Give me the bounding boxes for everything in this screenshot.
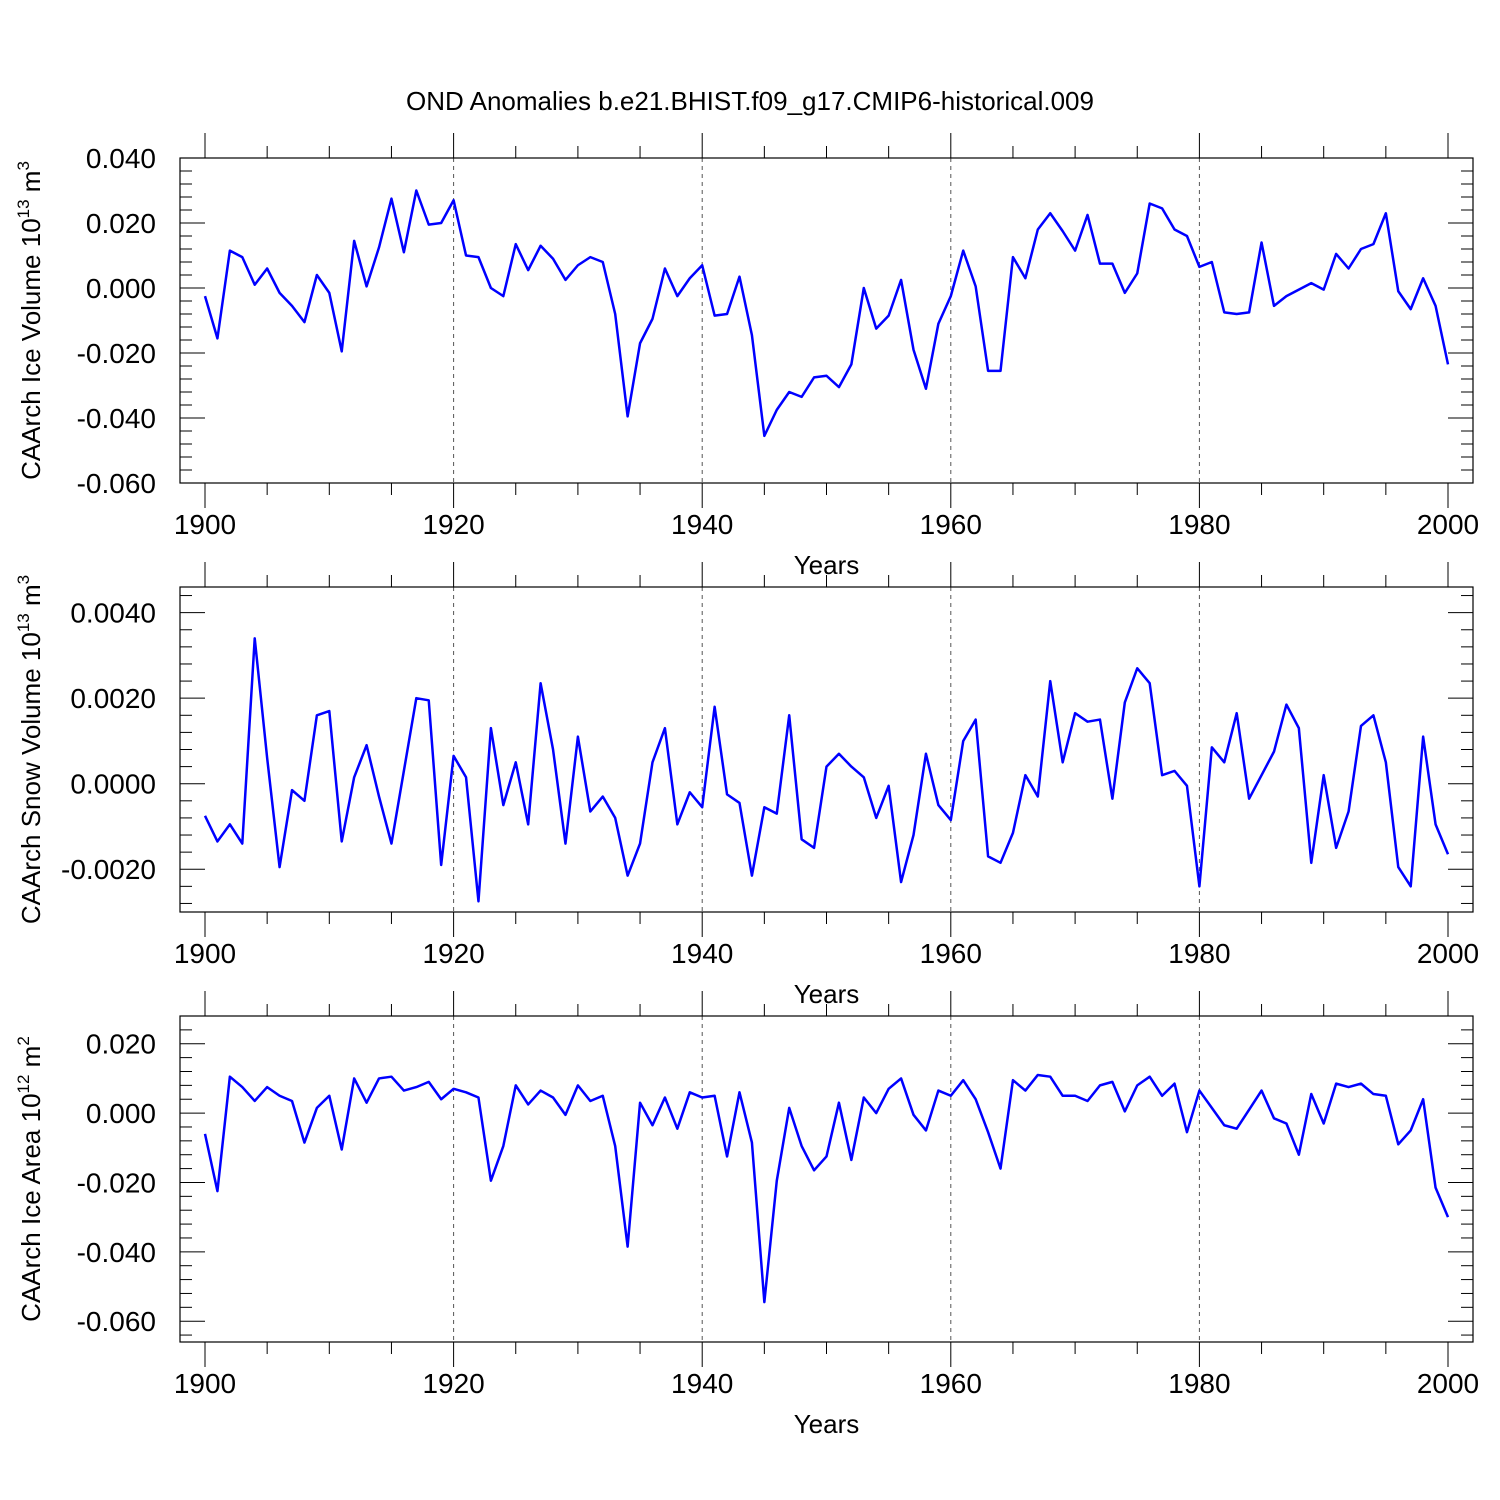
x-tick-label: 1960 [920,938,982,969]
x-tick-label: 1980 [1168,509,1230,540]
y-tick-label: -0.020 [77,338,156,369]
y-axis-label-exponent: 13 [14,199,33,218]
y-axis-label-text: CAArch Snow Volume 10 [16,632,46,924]
y-tick-label: -0.0020 [61,854,156,885]
x-tick-label: 1960 [920,509,982,540]
y-tick-label: 0.0020 [70,683,156,714]
x-tick-label: 1980 [1168,938,1230,969]
x-tick-label: 2000 [1417,938,1479,969]
y-axis-label-unit-exponent: 2 [14,1036,33,1045]
series-line [203,189,1450,438]
x-tick-label: 1900 [174,509,236,540]
y-axis-label-unit: m [16,171,46,200]
y-tick-label: 0.0000 [70,769,156,800]
y-axis-label: CAArch Ice Volume 1013 m3 [14,161,46,480]
x-tick-label: 1900 [174,938,236,969]
y-tick-label: -0.040 [77,1237,156,1268]
y-axis-label-unit-exponent: 3 [14,161,33,170]
chart-panel-3: -0.060 -0.040 -0.020 0.000 0.020 1900 1920 1940… [14,991,1479,1439]
x-tick-label: 1960 [920,1368,982,1399]
y-tick-label: -0.020 [77,1167,156,1198]
panels-group: -0.060 -0.040 -0.020 0.000 0.020 0.040 1900 192… [14,133,1479,1439]
x-tick-label: 1940 [671,1368,733,1399]
y-tick-label: -0.040 [77,403,156,434]
plot-frame [179,1015,1474,1343]
y-tick-label: -0.060 [77,1306,156,1337]
chart-panel-2: -0.0020 0.0000 0.0020 0.0040 1900 1920 1940 196… [14,562,1479,1009]
x-axis-label: Years [794,1409,860,1439]
y-axis-label-text: CAArch Ice Area 10 [16,1093,46,1321]
series-line [203,637,1450,903]
y-tick-label: 0.000 [86,1098,156,1129]
y-tick-label: 0.040 [86,143,156,174]
y-axis-label-unit-exponent: 3 [14,575,33,584]
chart-title: OND Anomalies b.e21.BHIST.f09_g17.CMIP6-… [406,86,1094,116]
x-tick-label: 1920 [422,1368,484,1399]
x-tick-label: 2000 [1417,1368,1479,1399]
y-axis-label-unit: m [16,584,46,613]
x-tick-label: 1920 [422,938,484,969]
y-axis-label-exponent: 13 [14,613,33,632]
y-axis-label-unit: m [16,1046,46,1075]
y-axis-label: CAArch Ice Area 1012 m2 [14,1036,46,1322]
y-tick-label: 0.000 [86,273,156,304]
x-tick-label: 1920 [422,509,484,540]
y-tick-label: 0.020 [86,1029,156,1060]
x-tick-label: 1980 [1168,1368,1230,1399]
x-tick-label: 1900 [174,1368,236,1399]
y-tick-label: -0.060 [77,468,156,499]
plot-frame [179,586,1474,913]
x-tick-label: 2000 [1417,509,1479,540]
x-tick-label: 1940 [671,938,733,969]
chart-panel-1: -0.060 -0.040 -0.020 0.000 0.020 0.040 1900 192… [14,133,1479,580]
y-axis-label: CAArch Snow Volume 1013 m3 [14,575,46,924]
y-tick-label: 0.0040 [70,598,156,629]
series-line [203,1073,1450,1304]
plot-frame [179,157,1474,484]
y-axis-label-text: CAArch Ice Volume 10 [16,218,46,480]
y-tick-label: 0.020 [86,208,156,239]
x-tick-label: 1940 [671,509,733,540]
y-axis-label-exponent: 12 [14,1075,33,1094]
